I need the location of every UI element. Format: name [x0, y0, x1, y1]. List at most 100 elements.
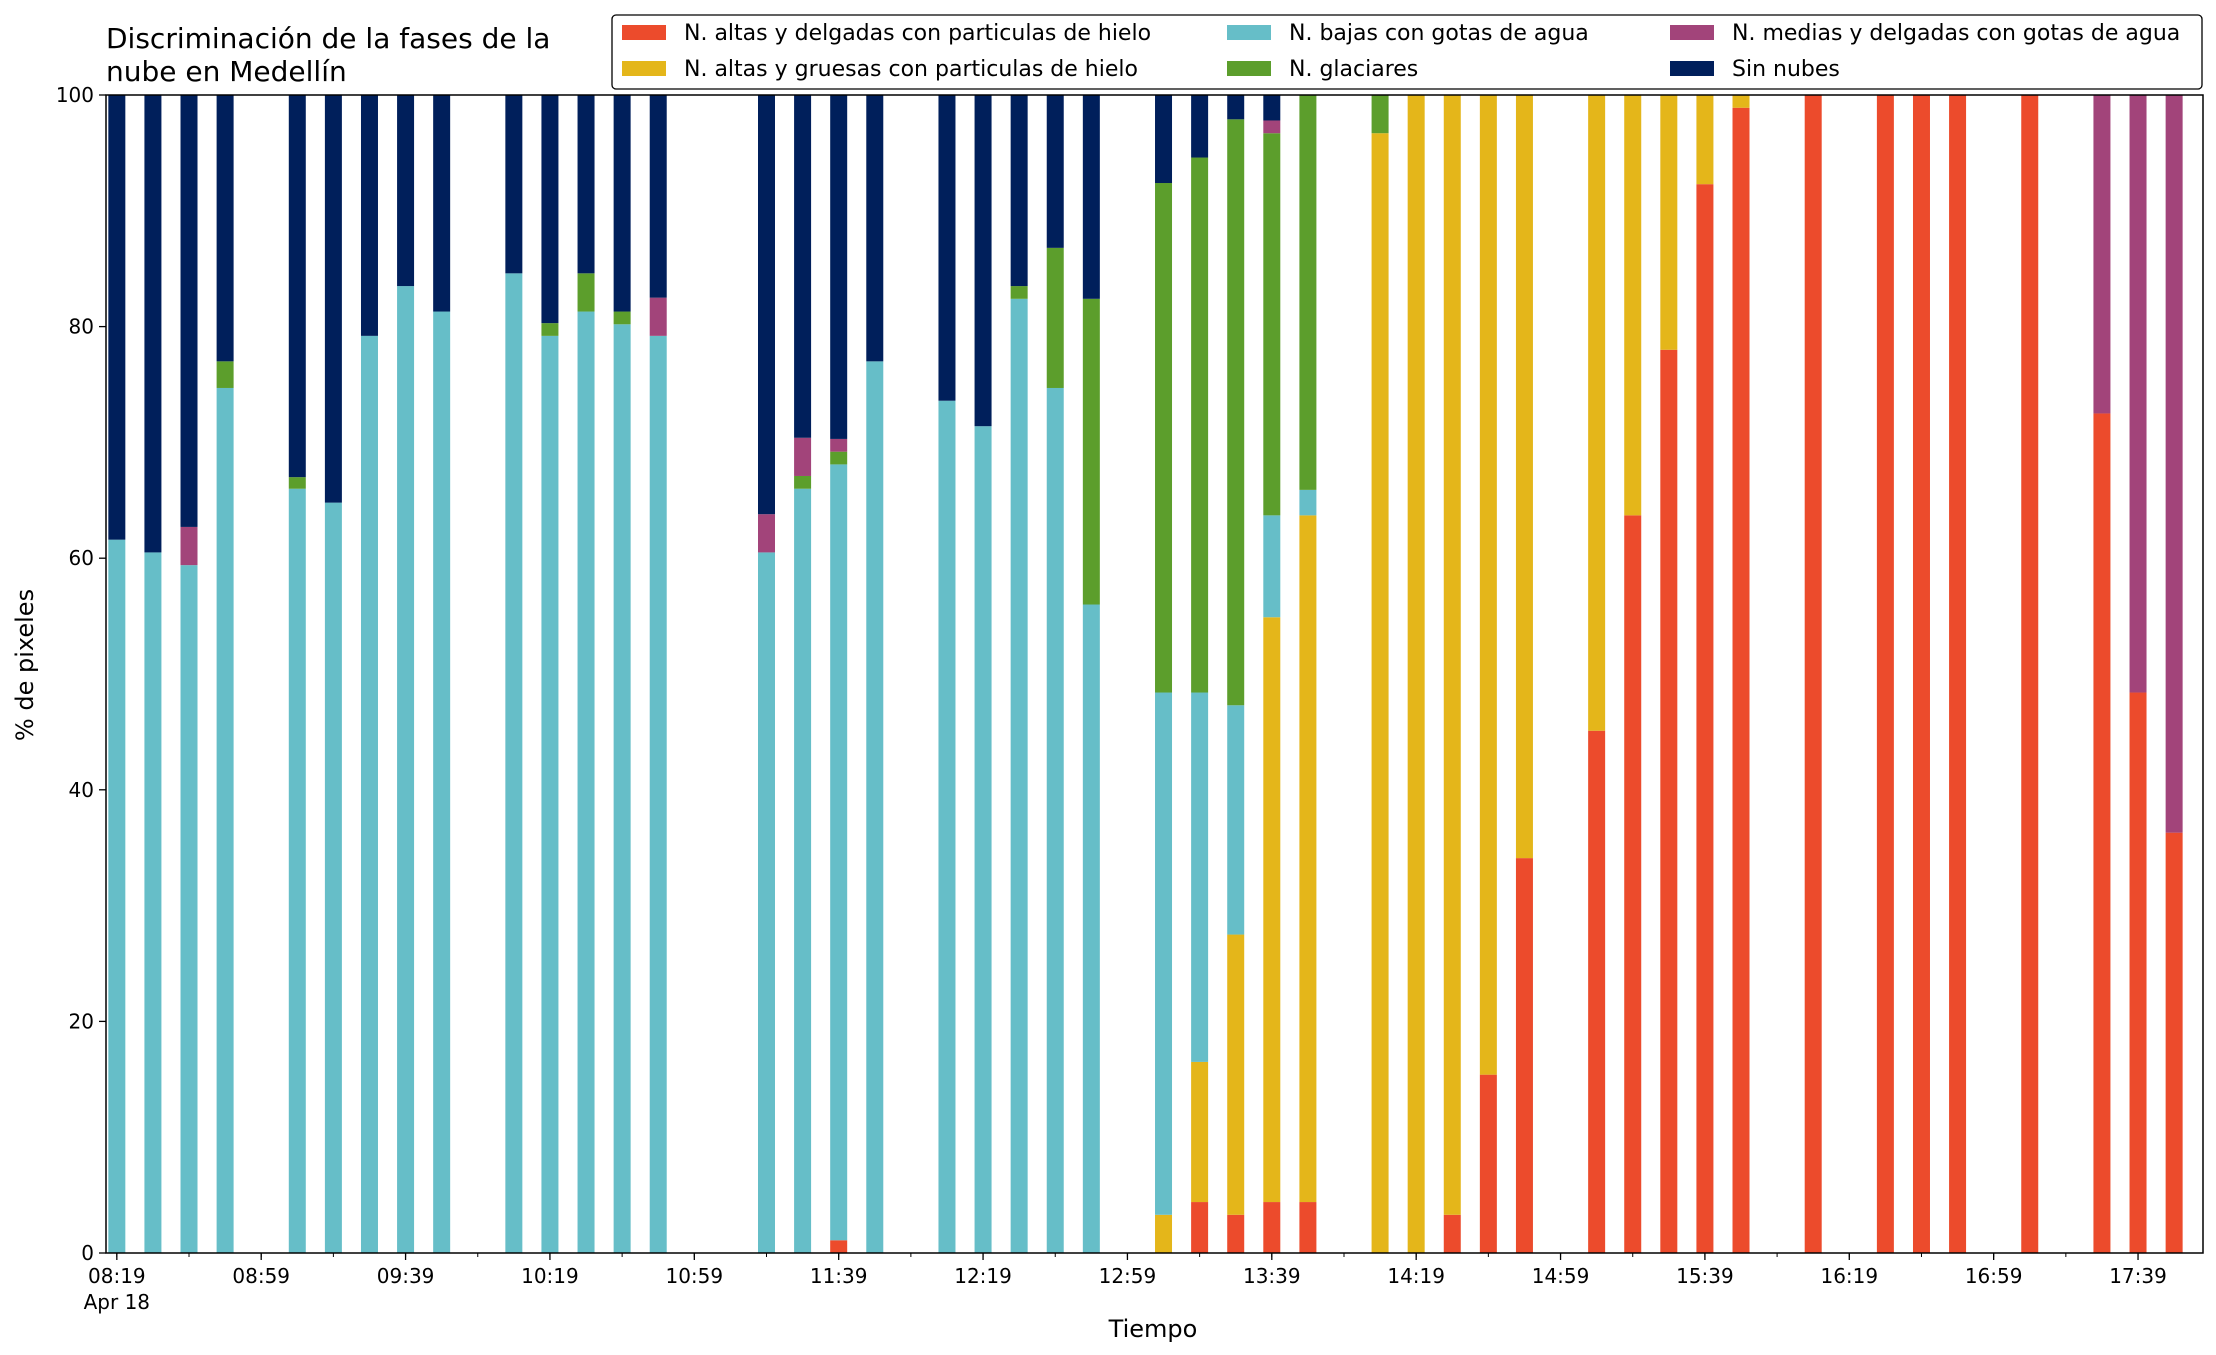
bar-9-segment-2 — [505, 273, 523, 1254]
bar-44-segment-0 — [2129, 692, 2147, 1253]
bar-12-segment-2 — [613, 324, 631, 1253]
bar-24-segment-0 — [1191, 1202, 1209, 1253]
legend-swatch-1 — [622, 61, 666, 76]
bar-30-segment-0 — [1443, 1214, 1461, 1253]
bar-16-segment-5 — [830, 95, 848, 439]
bar-27-segment-2 — [1299, 489, 1317, 516]
bar-1-segment-5 — [144, 95, 162, 553]
y-tick-label-100: 100 — [56, 83, 94, 107]
bar-3-segment-3 — [216, 361, 234, 388]
bar-40-segment-0 — [1912, 95, 1930, 1253]
bar-22-segment-5 — [1082, 95, 1100, 299]
x-tick-label-12: 16:19 — [1820, 1264, 1878, 1288]
bar-24-segment-2 — [1191, 692, 1209, 1062]
x-tick-label-4: 10:59 — [665, 1264, 723, 1288]
bar-20-segment-2 — [1010, 298, 1028, 1253]
bar-10-segment-2 — [541, 335, 559, 1253]
bar-31-segment-1 — [1479, 95, 1497, 1075]
bar-12-segment-5 — [613, 95, 631, 312]
bar-22-segment-3 — [1082, 298, 1100, 605]
bar-21-segment-5 — [1046, 95, 1064, 248]
bar-17-segment-5 — [866, 95, 884, 362]
chart-title: Discriminación de la fases de la nube en … — [106, 22, 550, 88]
bar-5-segment-2 — [324, 502, 342, 1253]
bar-23-segment-2 — [1155, 692, 1173, 1215]
bar-7-segment-2 — [397, 286, 415, 1253]
bar-33-segment-0 — [1588, 730, 1606, 1253]
bar-27-segment-0 — [1299, 1202, 1317, 1253]
bars-layer — [108, 95, 2183, 1254]
bar-30-segment-1 — [1443, 95, 1461, 1215]
bar-44-segment-4 — [2129, 95, 2147, 693]
x-tick-label-14: 17:39 — [2109, 1264, 2167, 1288]
bar-23-segment-5 — [1155, 95, 1173, 184]
bar-38-segment-0 — [1804, 95, 1822, 1253]
x-tick-label-6: 12:19 — [954, 1264, 1012, 1288]
legend: N. altas y delgadas con particulas de hi… — [611, 14, 2203, 90]
bar-45-segment-4 — [2165, 95, 2183, 833]
bar-6-segment-5 — [360, 95, 378, 336]
legend-swatch-0 — [622, 25, 666, 40]
bar-16-segment-2 — [830, 464, 848, 1241]
bar-24-segment-3 — [1191, 157, 1209, 693]
x-tick-label-13: 16:59 — [1965, 1264, 2023, 1288]
legend-label-0: N. altas y delgadas con particulas de hi… — [684, 21, 1151, 46]
bar-0-segment-2 — [108, 539, 126, 1253]
x-tick-label-2: 09:39 — [377, 1264, 435, 1288]
x-axis-label: Tiempo — [1108, 1315, 1198, 1343]
bar-1-segment-2 — [144, 552, 162, 1253]
bar-31-segment-0 — [1479, 1074, 1497, 1253]
bar-22-segment-2 — [1082, 604, 1100, 1253]
x-tick-sublabel: Apr 18 — [84, 1290, 150, 1314]
bar-33-segment-1 — [1588, 95, 1606, 731]
x-tick-label-9: 14:19 — [1387, 1264, 1445, 1288]
bar-35-segment-0 — [1660, 349, 1678, 1253]
legend-label-1: N. altas y gruesas con particulas de hie… — [684, 57, 1138, 82]
bar-14-segment-4 — [758, 514, 775, 553]
bar-26-segment-5 — [1263, 95, 1281, 121]
x-tick-label-8: 13:39 — [1243, 1264, 1301, 1288]
bar-21-segment-3 — [1046, 247, 1064, 388]
bar-20-segment-3 — [1010, 286, 1028, 299]
bar-4-segment-5 — [288, 95, 306, 478]
legend-label-3: N. glaciares — [1289, 57, 1418, 82]
x-tick-label-10: 14:59 — [1532, 1264, 1590, 1288]
bar-11-segment-5 — [577, 95, 595, 274]
bar-10-segment-5 — [541, 95, 559, 324]
bar-16-segment-3 — [830, 451, 848, 465]
bar-11-segment-2 — [577, 311, 595, 1253]
x-tick-label-11: 15:39 — [1676, 1264, 1734, 1288]
bar-3-segment-2 — [216, 387, 234, 1254]
legend-label-4: N. medias y delgadas con gotas de agua — [1732, 21, 2180, 46]
legend-frame — [611, 14, 2203, 90]
bar-24-segment-1 — [1191, 1061, 1209, 1203]
bar-37-segment-1 — [1732, 95, 1750, 108]
bar-13-segment-4 — [649, 297, 667, 336]
x-tick-label-5: 11:39 — [810, 1264, 868, 1288]
bar-2-segment-5 — [180, 95, 198, 527]
x-tick-label-7: 12:59 — [1099, 1264, 1157, 1288]
bar-4-segment-2 — [288, 488, 306, 1254]
y-axis-label: % de pixeles — [11, 589, 39, 741]
bar-15-segment-5 — [794, 95, 812, 438]
bar-17-segment-2 — [866, 361, 884, 1254]
legend-swatch-4 — [1670, 25, 1714, 40]
bar-15-segment-2 — [794, 488, 812, 1254]
bar-3-segment-5 — [216, 95, 234, 362]
bar-37-segment-0 — [1732, 107, 1750, 1254]
bar-26-segment-1 — [1263, 617, 1281, 1203]
bar-0-segment-5 — [108, 95, 126, 540]
bar-45-segment-0 — [2165, 832, 2183, 1253]
bar-25-segment-2 — [1227, 705, 1245, 935]
bar-43-segment-0 — [2093, 413, 2111, 1253]
bar-26-segment-0 — [1263, 1202, 1281, 1253]
bar-6-segment-2 — [360, 335, 378, 1253]
bar-26-segment-4 — [1263, 120, 1281, 134]
x-tick-label-1: 08:59 — [232, 1264, 290, 1288]
bar-5-segment-5 — [324, 95, 342, 503]
bar-28-segment-3 — [1371, 95, 1389, 134]
bar-13-segment-5 — [649, 95, 667, 298]
bar-36-segment-0 — [1696, 184, 1714, 1253]
x-tick-label-3: 10:19 — [521, 1264, 579, 1288]
bar-25-segment-5 — [1227, 95, 1245, 120]
